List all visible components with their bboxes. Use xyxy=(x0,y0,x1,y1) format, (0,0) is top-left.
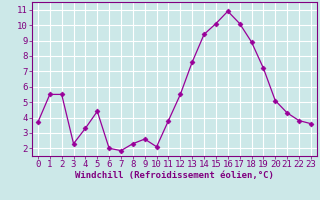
X-axis label: Windchill (Refroidissement éolien,°C): Windchill (Refroidissement éolien,°C) xyxy=(75,171,274,180)
